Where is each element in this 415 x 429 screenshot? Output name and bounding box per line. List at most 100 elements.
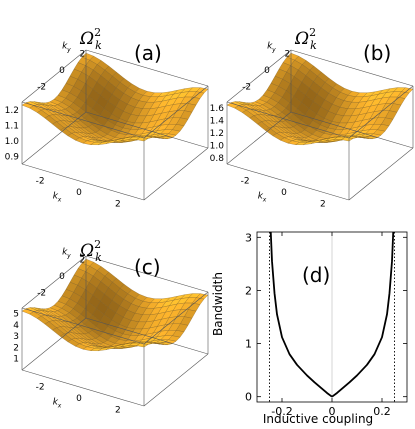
y-axis-label-d: Bandwidth	[211, 272, 225, 336]
box-edge	[85, 49, 209, 87]
box-a	[21, 49, 209, 201]
surface-a	[21, 52, 209, 145]
box-edge	[226, 163, 350, 201]
box-edge	[85, 255, 209, 293]
x-tick-label: 2	[320, 199, 326, 209]
x-axis-label-d: Inductive coupling	[263, 412, 373, 426]
y-tick-label: 0	[245, 391, 252, 404]
x-tick-label: 0	[281, 188, 287, 198]
box-edge	[21, 307, 145, 345]
surface-patch	[340, 136, 354, 142]
bandwidth-curve	[331, 232, 395, 398]
x-tick-label: 0	[329, 405, 336, 418]
x-tick-label: 0.2	[373, 405, 391, 418]
y-tick-label: 0	[264, 66, 270, 76]
x-axis-label-sub: x	[262, 197, 267, 204]
y-axis-label-sub: y	[66, 47, 71, 54]
x-tick-label: 2	[115, 199, 121, 209]
x-axis-label-sub: x	[57, 403, 62, 410]
panel-label-a: (a)	[134, 41, 162, 65]
x-tick-label: -2	[36, 177, 45, 187]
y-tick-label: 0	[59, 66, 65, 76]
x-tick-label: -2	[36, 383, 45, 393]
x-axis-label: k	[53, 192, 59, 202]
y-tick-label: 3	[245, 231, 252, 244]
surface-b	[226, 52, 414, 145]
box-edge	[290, 111, 414, 149]
z-tick-label: 1.2	[5, 106, 19, 116]
box-edge	[21, 255, 87, 309]
box-edge	[226, 101, 350, 139]
box-edge	[348, 147, 414, 201]
x-tick-label: -0.2	[271, 405, 292, 418]
box-c	[21, 255, 209, 407]
x-axis-label: k	[258, 192, 264, 202]
box-edge	[226, 111, 292, 165]
z-tick-label: 1.0	[5, 137, 20, 147]
x-tick-label: 2	[115, 405, 121, 415]
box-b	[226, 49, 414, 201]
panel-label-c: (c)	[134, 255, 161, 279]
plot-area-d: -0.2 0 0.2 0 1 2 3	[245, 231, 408, 418]
y-tick-label: 0	[59, 272, 65, 282]
z-tick-label: 2	[13, 343, 19, 353]
title-a: Ω2 k	[79, 26, 102, 52]
z-tick-label: 1	[13, 355, 19, 365]
z-tick-label: 1.2	[210, 129, 224, 139]
box-edge	[21, 317, 87, 371]
box-edge	[143, 147, 209, 201]
y-tick-label: 2	[245, 284, 252, 297]
y-axis-label-sub: y	[66, 253, 71, 260]
z-tick-label: 1.4	[210, 117, 225, 127]
x-tick-label: 0	[76, 188, 82, 198]
panel-a: Ω2 k (a) -2 0 2 k x -2 0 2 k y 0.9 1.0 1.1 1.2	[0, 0, 210, 225]
box-edge	[21, 49, 87, 103]
box-edge	[143, 353, 209, 407]
box-edge	[348, 85, 414, 139]
z-tick-label: 1.1	[5, 121, 19, 131]
z-tick-label: 0.8	[210, 154, 225, 164]
surface-c	[21, 258, 209, 351]
z-tick-label: 1.0	[210, 141, 225, 151]
box-edge	[226, 49, 292, 103]
bandwidth-curve	[269, 232, 333, 398]
y-tick-label: 2	[80, 49, 86, 59]
x-axis-label-sub: x	[57, 197, 62, 204]
y-tick-label: -2	[37, 83, 46, 93]
y-tick-label: 2	[285, 49, 291, 59]
surface-patch	[135, 136, 149, 142]
y-axis-label-sub: y	[271, 47, 276, 54]
y-axis-label: k	[62, 248, 68, 258]
surface-patch	[135, 342, 149, 348]
y-tick-label: 1	[245, 338, 252, 351]
line-plot-d: -0.2 0 0.2 0 1 2 3 (d) Inductive coupling Band…	[211, 231, 408, 426]
z-tick-label: 4	[13, 321, 19, 331]
z-tick-label: 5	[13, 310, 19, 320]
box-edge	[290, 49, 414, 87]
panel-b: Ω2 k (b) -2 0 2 k x -2 0 2 k y 0.8 1.0 1.2 1.4 1.6	[205, 0, 415, 225]
box-edge	[85, 317, 209, 355]
z-tick-label: 1.6	[210, 104, 225, 114]
x-tick-label: -2	[241, 177, 250, 187]
title-b: Ω2 k	[294, 26, 317, 52]
y-tick-label: -2	[37, 289, 46, 299]
x-tick-label: 0	[76, 394, 82, 404]
y-tick-label: 2	[80, 255, 86, 265]
box-edge	[143, 85, 209, 139]
panel-c: Ω2 k (c) -2 0 2 k x -2 0 2 k y 1 2 3 4 5	[0, 222, 210, 429]
y-tick-label: -2	[242, 83, 251, 93]
y-axis-label: k	[267, 42, 273, 52]
title-c: Ω2 k	[79, 238, 102, 264]
z-tick-label: 0.9	[5, 152, 20, 162]
z-tick-label: 3	[13, 332, 19, 342]
panel-label-d: (d)	[302, 263, 330, 287]
panel-label-b: (b)	[363, 41, 391, 65]
panel-d: -0.2 0 0.2 0 1 2 3 (d) Inductive coupling Band…	[205, 222, 415, 429]
box-edge	[21, 369, 145, 407]
